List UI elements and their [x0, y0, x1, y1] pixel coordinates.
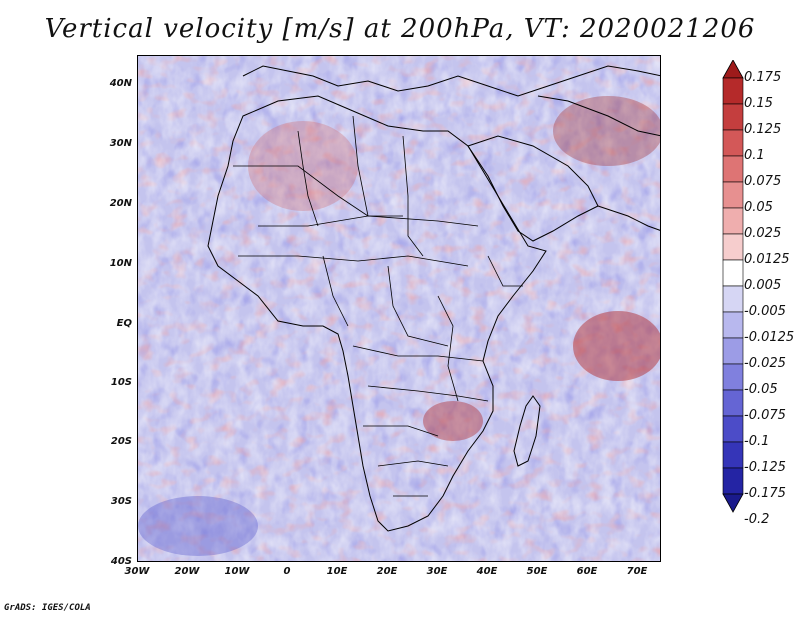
- streak-texture: [138, 56, 660, 561]
- colorbar-segment: [722, 103, 744, 131]
- colorbar-segment: [722, 77, 744, 105]
- colorbar-label: -0.2: [744, 512, 770, 527]
- europe-coastline: [242, 65, 660, 97]
- colorbar-segment: [722, 467, 744, 495]
- colorbar-label: 0.125: [744, 122, 782, 137]
- y-tick-label: 40S: [110, 556, 132, 567]
- colorbar-segment: [722, 363, 744, 391]
- colorbar-label: -0.1: [744, 434, 770, 449]
- colorbar-segment: [722, 129, 744, 157]
- colorbar-label: 0.05: [744, 200, 773, 215]
- blue-anomaly-south-atlantic: [138, 496, 258, 556]
- colorbar-segment: [722, 441, 744, 469]
- x-tick-label: 20E: [376, 566, 398, 577]
- colorbar-label: 0.025: [744, 226, 782, 241]
- madagascar-outline: [513, 395, 541, 467]
- vertical-velocity-field: [138, 56, 660, 561]
- colorbar-label: 0.175: [744, 70, 782, 85]
- colorbar-cap-bottom: [722, 493, 744, 513]
- colorbar-cap-top: [722, 60, 744, 79]
- colorbar-segment: [722, 233, 744, 261]
- y-tick-label: 10N: [109, 258, 132, 269]
- y-tick-label: 20N: [109, 198, 132, 209]
- x-tick-label: 10E: [326, 566, 348, 577]
- colorbar-label: -0.0125: [744, 330, 795, 345]
- colorbar-label: -0.175: [744, 486, 786, 501]
- x-tick-label: 30E: [426, 566, 448, 577]
- red-anomaly-middle-east: [553, 96, 660, 166]
- colorbar-label: -0.05: [744, 382, 778, 397]
- colorbar-segments: [722, 60, 744, 513]
- colorbar-label: -0.125: [744, 460, 786, 475]
- africa-coastline: [207, 95, 547, 532]
- x-tick-label: 20W: [174, 566, 200, 577]
- colorbar-segment: [722, 207, 744, 235]
- x-tick-label: 50E: [526, 566, 548, 577]
- colorbar-label: -0.075: [744, 408, 786, 423]
- red-anomaly-southeast-africa: [423, 401, 483, 441]
- colorbar-segment: [722, 311, 744, 339]
- x-tick-label: 70E: [626, 566, 648, 577]
- y-tick-label: 40N: [109, 78, 132, 89]
- colorbar-segment: [722, 181, 744, 209]
- colorbar-label: 0.15: [744, 96, 773, 111]
- x-tick-label: 30W: [124, 566, 150, 577]
- x-tick-label: 60E: [576, 566, 598, 577]
- colorbar-segment: [722, 155, 744, 183]
- asia-coastline: [537, 95, 660, 137]
- x-tick-label: 40E: [476, 566, 498, 577]
- map-panel[interactable]: [137, 55, 661, 562]
- colorbar-label: 0.075: [744, 174, 782, 189]
- y-tick-label: 30N: [109, 138, 132, 149]
- arabia-outline: [467, 135, 599, 242]
- colorbar-label: 0.0125: [744, 252, 790, 267]
- colorbar-label: 0.005: [744, 278, 782, 293]
- y-tick-label: 10S: [110, 377, 132, 388]
- colorbar: [722, 60, 744, 513]
- y-tick-label: 30S: [110, 496, 132, 507]
- colorbar-label: -0.025: [744, 356, 786, 371]
- colorbar-segment: [722, 259, 744, 287]
- colorbar-segment: [722, 337, 744, 365]
- colorbar-label: -0.005: [744, 304, 786, 319]
- y-tick-label: EQ: [116, 318, 132, 329]
- x-tick-label: 10W: [224, 566, 250, 577]
- colorbar-segment: [722, 389, 744, 417]
- colorbar-label: 0.1: [744, 148, 765, 163]
- y-tick-label: 20S: [110, 436, 132, 447]
- colorbar-segment: [722, 415, 744, 443]
- grads-credit: GrADS: IGES/COLA: [4, 603, 91, 613]
- chart-title: Vertical velocity [m/s] at 200hPa, VT: 2…: [44, 14, 756, 44]
- country-borders: [233, 115, 523, 497]
- red-anomaly-indian-ocean: [573, 311, 660, 381]
- x-tick-label: 0: [283, 566, 291, 577]
- india-coastline: [597, 205, 660, 231]
- colorbar-segment: [722, 285, 744, 313]
